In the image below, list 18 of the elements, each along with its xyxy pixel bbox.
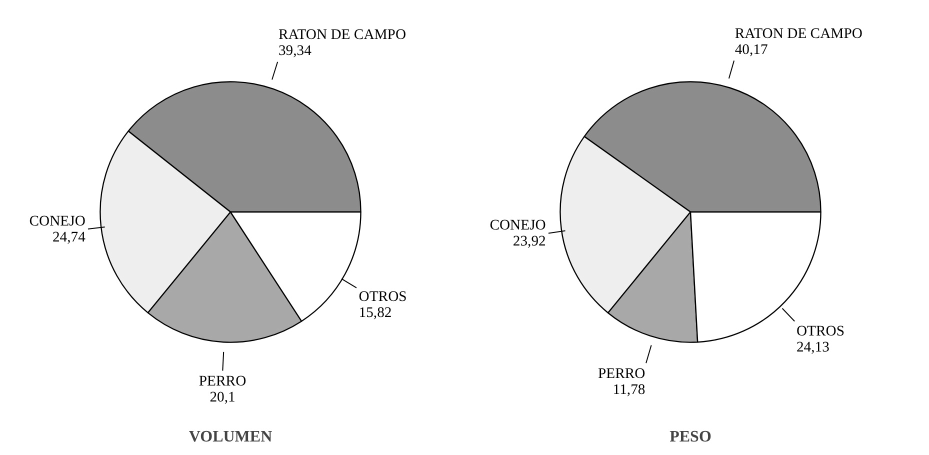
- data-label: 40,17: [734, 42, 768, 58]
- data-label: 24,13: [796, 339, 830, 356]
- slice-label: RATON DE CAMPO: [734, 26, 862, 42]
- data-label: 20,1: [210, 390, 236, 406]
- slice-label: OTROS: [796, 323, 845, 340]
- text: VOLUMEN: [188, 428, 273, 446]
- slice-label: CONEJO: [29, 213, 86, 230]
- data-label: 23,92: [512, 234, 546, 250]
- data-label: 39,34: [278, 43, 312, 60]
- slice-label: PERRO: [598, 366, 646, 382]
- text: PESO: [670, 428, 712, 446]
- slice-label: OTROS: [358, 289, 407, 306]
- slice-label: PERRO: [198, 374, 246, 390]
- data-label: 11,78: [612, 382, 646, 398]
- data-label: 24,74: [52, 229, 86, 246]
- slice-label: RATON DE CAMPO: [278, 27, 406, 44]
- data-label: 15,82: [358, 305, 392, 322]
- slice-label: CONEJO: [490, 218, 546, 234]
